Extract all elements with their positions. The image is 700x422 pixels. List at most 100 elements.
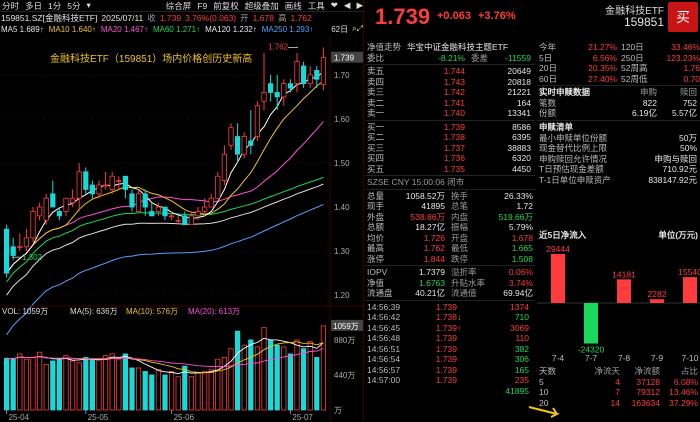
detail-value-2: 1.72 bbox=[516, 201, 533, 212]
netflow-category-label: 7-9 bbox=[651, 353, 664, 363]
toolbar-item[interactable]: 5分 bbox=[67, 0, 81, 11]
ma-line bbox=[6, 183, 324, 296]
volume-bar bbox=[188, 376, 194, 411]
perf-row: 5日 6.56% 250日 123.23% bbox=[537, 53, 700, 64]
ask-volume: 13341 bbox=[507, 108, 531, 119]
ask-row: 卖五 1.744 20649 bbox=[365, 66, 535, 77]
y-tick-label: 1.30 bbox=[334, 247, 350, 256]
divider bbox=[365, 64, 535, 65]
low-marker: 1.302 bbox=[22, 253, 43, 262]
ss-title: 实时申赎数据 bbox=[539, 87, 591, 98]
ask-volume: 164 bbox=[516, 97, 531, 108]
candle-body bbox=[56, 211, 63, 217]
row-ratio: 6.08% bbox=[673, 376, 698, 387]
open-value: 1.678 bbox=[252, 13, 274, 23]
row-days: 5 bbox=[539, 376, 544, 387]
list-title: 申赎清单 bbox=[539, 122, 574, 132]
col-ratio: 占比 bbox=[680, 366, 698, 377]
weibi-value: -8.21% bbox=[438, 52, 465, 63]
bid-label: 买一 bbox=[367, 121, 385, 132]
trade-tick-row: 14:56:57 1.739 165 bbox=[365, 365, 535, 376]
toolbar-item[interactable]: 综合屏 bbox=[165, 0, 192, 11]
price-change-pct: +3.76% bbox=[478, 10, 516, 22]
vol-y-tick: 880万 bbox=[334, 336, 355, 345]
last-price: 1.739 bbox=[375, 4, 431, 29]
divider bbox=[365, 265, 535, 266]
detail-row: 净值 1.6763 升贴水率 3.74% bbox=[365, 278, 535, 289]
toolbar-item[interactable]: 前复权 bbox=[213, 0, 239, 11]
ob-header-label: 净值走势 bbox=[367, 42, 402, 53]
trade-tick-row: 14:57:00 1.739 235 bbox=[365, 375, 535, 386]
volume-bar bbox=[129, 367, 135, 411]
weibi-row: 委比 -8.21% 委差 -11559 bbox=[365, 53, 535, 64]
y-tick-label: 1.20 bbox=[334, 291, 350, 300]
volume-bar bbox=[168, 371, 175, 411]
bid-price: 1.735 bbox=[443, 163, 465, 174]
toolbar-item[interactable]: F9 bbox=[197, 0, 208, 11]
toolbar-item[interactable]: 画线 bbox=[284, 0, 302, 11]
candle-body bbox=[287, 83, 294, 89]
bid-row: 买一 1.739 8586 bbox=[365, 122, 535, 133]
bid-volume: 6320 bbox=[512, 153, 531, 164]
divider bbox=[537, 85, 700, 86]
tick-price: 1.739 bbox=[435, 375, 457, 386]
detail-row: 外盘 538.86万 内盘 519.66万 bbox=[365, 212, 535, 223]
volume-bar bbox=[56, 358, 63, 411]
candle-body bbox=[142, 193, 148, 208]
volume-bar bbox=[43, 364, 49, 411]
perf-value: 21.27% bbox=[588, 42, 617, 53]
order-book: 净值走势 华宝中证金融科技主题ETF 委比 -8.21% 委差 -11559 卖五 1.744… bbox=[365, 42, 535, 396]
vol-legend-ma10: MA(10): 576万 bbox=[126, 307, 178, 316]
candle-body bbox=[208, 197, 214, 208]
toolbar-item[interactable]: ◀ bbox=[343, 0, 351, 10]
col-days: 天数 bbox=[539, 366, 557, 377]
list-row: 现金替代比例上限 50% bbox=[537, 143, 700, 154]
high-marker: 1.762 bbox=[268, 43, 289, 52]
period-selector[interactable]: 62日 bbox=[331, 25, 349, 34]
netflow-category-label: 7-7 bbox=[585, 353, 598, 363]
toolbar-item[interactable]: 超级叠加 bbox=[244, 0, 279, 11]
vol-legend-label: VOL: 1059万 bbox=[2, 307, 48, 316]
zoom-icon[interactable]: ⌕⤢ bbox=[352, 24, 363, 33]
detail-label-2: 溢折率 bbox=[451, 267, 477, 278]
toolbar-item[interactable]: 1分 bbox=[48, 0, 62, 11]
tick-time: 14:56:39 bbox=[367, 301, 401, 312]
toolbar-item[interactable]: 工具 bbox=[307, 0, 325, 11]
kline-chart[interactable]: 1.739 1.70 1.60 1.50 1.40 1.30 1.20 1.762 1.302 金… bbox=[0, 36, 364, 422]
toolbar-item[interactable]: ❤ bbox=[330, 0, 338, 10]
toolbar-item[interactable]: ▶ bbox=[356, 0, 363, 10]
list-label: 现金替代比例上限 bbox=[539, 143, 608, 154]
toolbar-item[interactable]: 分时 bbox=[2, 0, 20, 11]
divider bbox=[365, 299, 535, 301]
toolbar-item[interactable]: ▾ bbox=[86, 0, 91, 10]
toolbar-item[interactable]: 多日 bbox=[25, 0, 43, 11]
ma250-label: MA250 1.293↑ bbox=[261, 25, 314, 34]
security-code-big: 159851 bbox=[623, 15, 664, 29]
detail-row: 总额 18.27亿 振幅 5.79% bbox=[365, 222, 535, 233]
buy-button[interactable]: 买 bbox=[668, 2, 698, 32]
divider bbox=[365, 175, 535, 176]
ss-red-value: 752 bbox=[682, 97, 697, 108]
candle-body bbox=[215, 175, 221, 199]
ss-sub-value: 6.19亿 bbox=[631, 108, 657, 119]
detail-value: 41895 bbox=[421, 201, 445, 212]
ma-line bbox=[6, 203, 324, 336]
ask-price: 1.743 bbox=[443, 76, 465, 87]
detail-value-2: 0.06% bbox=[508, 267, 533, 278]
volume-bar bbox=[50, 360, 56, 411]
netflow-bar bbox=[617, 279, 631, 303]
ss-red-value: 5.57亿 bbox=[671, 108, 697, 119]
ss-row: 笔数 822 752 bbox=[537, 98, 700, 109]
divider bbox=[365, 119, 535, 121]
bid-label: 买三 bbox=[367, 142, 385, 153]
detail-label-2: 开盘 bbox=[451, 232, 469, 243]
volume-bar bbox=[17, 353, 23, 411]
ask-price: 1.741 bbox=[443, 97, 465, 108]
detail-label-2: 换手 bbox=[451, 190, 469, 201]
tick-volume: 306 bbox=[514, 354, 529, 365]
ma-line bbox=[6, 80, 324, 274]
ob-header: 净值走势 华宝中证金融科技主题ETF bbox=[365, 42, 535, 53]
volume-bar bbox=[122, 353, 128, 411]
perf-label: 20日 bbox=[539, 63, 557, 74]
candle-body bbox=[63, 197, 69, 212]
